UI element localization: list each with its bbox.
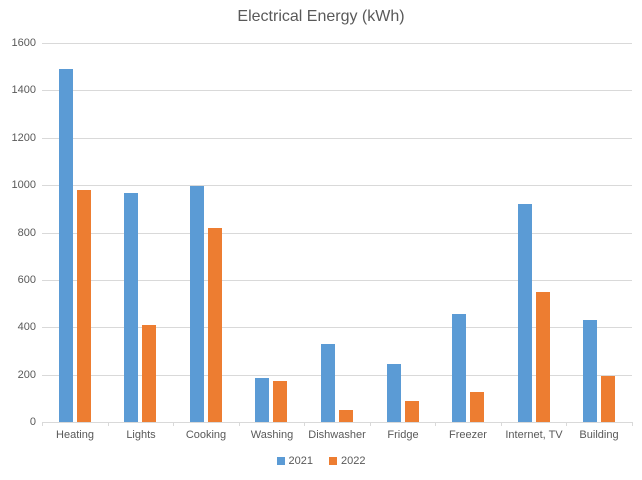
category-axis-tick (566, 422, 567, 426)
y-axis-tick-label-1400: 1400 (11, 84, 36, 96)
y-axis-tick-label-200: 200 (17, 369, 36, 381)
legend-swatch-2022 (329, 457, 337, 465)
x-axis-label-freezer: Freezer (449, 429, 487, 441)
category-axis-tick (173, 422, 174, 426)
gridline-800 (42, 233, 632, 234)
bar-2021-cooking (190, 186, 204, 422)
x-axis-label-building: Building (579, 429, 619, 441)
bar-2021-freezer (452, 314, 466, 422)
bar-2021-internet-tv (518, 204, 532, 422)
bar-2021-heating (59, 69, 73, 422)
x-axis-label-internet-tv: Internet, TV (505, 429, 563, 441)
legend-label-2021: 2021 (288, 455, 313, 467)
gridline-1600 (42, 43, 632, 44)
gridline-1000 (42, 185, 632, 186)
y-axis-tick-label-800: 800 (17, 227, 36, 239)
bar-2022-internet-tv (536, 292, 550, 422)
category-axis-tick (435, 422, 436, 426)
category-axis-tick (42, 422, 43, 426)
bar-2021-dishwasher (321, 344, 335, 422)
chart-title: Electrical Energy (kWh) (237, 8, 405, 25)
x-axis-label-dishwasher: Dishwasher (308, 429, 366, 441)
bar-2021-fridge (387, 364, 401, 422)
category-axis-tick (632, 422, 633, 426)
y-axis-tick-label-400: 400 (17, 321, 36, 333)
category-axis-tick (239, 422, 240, 426)
y-axis-tick-label-600: 600 (17, 274, 36, 286)
bar-2022-dishwasher (339, 410, 353, 422)
bar-2022-washing (273, 381, 287, 422)
bar-2022-building (601, 376, 615, 422)
bar-2022-fridge (405, 401, 419, 422)
category-axis-tick (370, 422, 371, 426)
x-axis-label-lights: Lights (126, 429, 156, 441)
gridline-1400 (42, 90, 632, 91)
x-axis-label-heating: Heating (56, 429, 94, 441)
bar-2022-heating (77, 190, 91, 422)
legend-item-2022: 2022 (329, 455, 365, 467)
gridline-400 (42, 327, 632, 328)
category-axis-tick (108, 422, 109, 426)
y-axis-tick-label-1200: 1200 (11, 132, 36, 144)
y-axis-tick-label-1600: 1600 (11, 37, 36, 49)
category-axis-tick (304, 422, 305, 426)
bar-2021-lights (124, 193, 138, 422)
legend: 2021 2022 (0, 455, 642, 467)
category-axis-tick (501, 422, 502, 426)
legend-swatch-2021 (276, 457, 285, 465)
x-axis-label-washing: Washing (250, 429, 294, 441)
bar-2022-lights (142, 325, 156, 422)
gridline-0 (42, 422, 632, 423)
legend-label-2022: 2022 (341, 455, 366, 467)
y-axis-tick-label-0: 0 (29, 416, 36, 428)
x-axis-label-cooking: Cooking (185, 429, 227, 441)
bar-2021-washing (255, 378, 269, 422)
gridline-1200 (42, 138, 632, 139)
legend-item-2021: 2021 (276, 455, 313, 467)
bar-2022-freezer (470, 392, 484, 422)
gridline-600 (42, 280, 632, 281)
bar-2021-building (583, 320, 597, 422)
gridline-200 (42, 375, 632, 376)
y-axis-tick-label-1000: 1000 (11, 179, 36, 191)
bar-2022-cooking (208, 228, 222, 422)
x-axis-label-fridge: Fridge (387, 429, 419, 441)
